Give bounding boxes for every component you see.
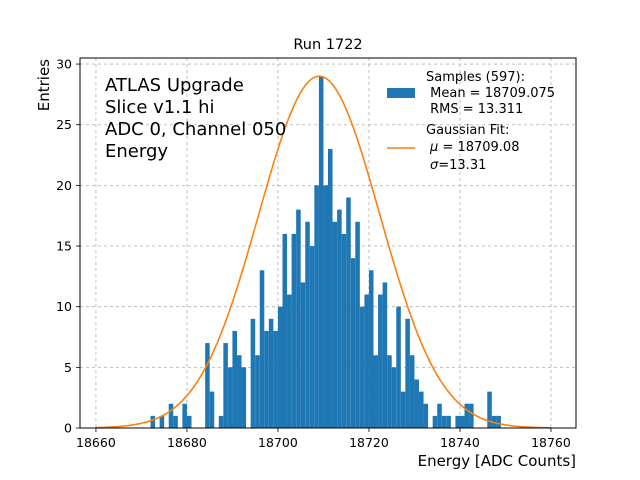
histogram-bar	[414, 379, 420, 428]
y-tick-label: 5	[64, 360, 72, 375]
y-tick-label: 30	[56, 57, 72, 72]
histogram-bar	[496, 415, 501, 428]
histogram-bar	[282, 233, 288, 428]
histogram-bar	[391, 367, 397, 428]
gaussian-fit-curve	[95, 75, 551, 429]
chart-title: Run 1722	[293, 37, 362, 53]
y-tick-label: 10	[56, 299, 72, 314]
annotation-line: ATLAS Upgrade	[105, 75, 244, 96]
y-axis-label: Entries	[35, 59, 53, 111]
histogram-bar	[314, 185, 319, 428]
histogram-bar	[268, 318, 274, 428]
histogram-bar	[396, 306, 401, 428]
histogram-bar	[296, 209, 301, 428]
legend-sigma-line: σ=13.31	[430, 158, 486, 173]
histogram-bar	[287, 294, 292, 428]
histogram-bar	[378, 294, 383, 428]
histogram-bar	[364, 294, 369, 428]
histogram-bar	[182, 403, 187, 428]
histogram-bars	[150, 76, 501, 429]
legend-mean-line: Mean = 18709.075	[426, 86, 555, 101]
legend-samples-line: Samples (597):	[426, 70, 525, 85]
annotation-line: Energy	[105, 141, 168, 162]
histogram-bar	[255, 355, 260, 428]
histogram-bar	[446, 415, 451, 428]
histogram-bar	[232, 330, 237, 428]
x-tick-label: 18680	[167, 435, 207, 450]
histogram-bar	[359, 306, 365, 428]
y-tick-label: 25	[56, 117, 72, 132]
histogram-bar	[223, 343, 228, 428]
histogram-bar	[241, 367, 247, 428]
histogram-bar	[373, 355, 379, 428]
histogram-bar	[264, 330, 269, 428]
histogram-bar	[218, 415, 224, 428]
x-tick-label: 18760	[531, 435, 571, 450]
histogram-bar	[291, 233, 297, 428]
legend-rms-line: RMS = 13.311	[426, 102, 523, 117]
histogram-bar	[332, 221, 338, 428]
histogram-bar	[441, 415, 447, 428]
histogram-bar	[273, 330, 278, 428]
histogram-bar	[168, 403, 174, 428]
histogram-bar	[328, 148, 333, 428]
histogram-bar	[455, 415, 460, 428]
y-tick-label: 0	[64, 421, 72, 436]
histogram-bar	[350, 258, 356, 428]
legend-fit-title: Gaussian Fit:	[426, 123, 509, 138]
histogram-bar	[423, 403, 429, 428]
histogram-bar	[227, 367, 233, 428]
histogram-bar	[337, 209, 342, 428]
histogram-bar	[368, 270, 374, 428]
legend-mu-line: μ = 18709.08	[429, 140, 519, 155]
histogram-bar	[150, 415, 156, 428]
x-axis-ticks: 18660 18680 18700 18720 18740 18760	[76, 428, 571, 450]
histogram-bar	[469, 403, 474, 428]
histogram-bar	[318, 76, 324, 429]
histogram-bar	[305, 221, 310, 428]
x-tick-label: 18660	[76, 435, 116, 450]
histogram-bar	[323, 185, 328, 428]
plot-frame	[79, 57, 577, 429]
histogram-bar	[277, 306, 283, 428]
legend-histogram-swatch	[387, 88, 415, 98]
x-tick-label: 18700	[258, 435, 298, 450]
histogram-bar	[205, 343, 210, 428]
histogram-bar	[432, 415, 438, 428]
histogram-bar	[250, 318, 256, 428]
histogram-bar	[236, 355, 242, 428]
histogram-bar	[409, 355, 415, 428]
histogram-bar	[186, 415, 192, 428]
histogram-bar	[259, 270, 265, 428]
histogram-bar	[341, 233, 347, 428]
histogram-bar	[419, 391, 424, 428]
histogram-bar	[387, 355, 392, 428]
histogram-bar	[459, 415, 465, 428]
histogram-bar	[309, 246, 315, 428]
annotation-block: ATLAS Upgrade Slice v1.1 hi ADC 0, Chann…	[105, 75, 286, 162]
y-tick-label: 15	[56, 239, 72, 254]
histogram-bar	[382, 282, 388, 428]
annotation-line: Slice v1.1 hi	[105, 97, 215, 118]
x-tick-label: 18740	[440, 435, 480, 450]
annotation-line: ADC 0, Channel 050	[105, 119, 286, 140]
histogram-bar	[405, 318, 410, 428]
x-tick-label: 18720	[349, 435, 389, 450]
histogram-bar	[300, 282, 306, 428]
legend: Samples (597): Mean = 18709.075 RMS = 13…	[387, 70, 555, 173]
histogram-bar	[346, 197, 351, 428]
histogram-bar	[400, 391, 406, 428]
histogram-bar	[159, 415, 165, 428]
histogram-bar	[209, 391, 215, 428]
y-tick-label: 20	[56, 178, 72, 193]
y-axis-ticks: 0 5 10 15 20 25 30	[56, 57, 80, 436]
histogram-bar	[355, 221, 360, 428]
histogram-bar	[487, 391, 492, 428]
histogram-bar	[464, 403, 470, 428]
histogram-bar	[437, 403, 442, 428]
x-axis-label: Energy [ADC Counts]	[418, 452, 576, 470]
histogram-bar	[173, 415, 178, 428]
